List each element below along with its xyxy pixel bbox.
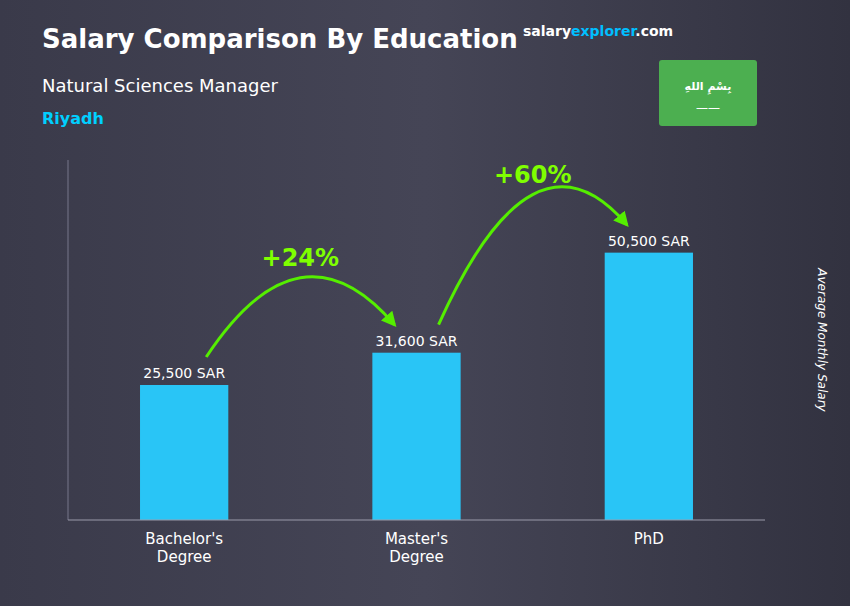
chart-container: Salary Comparison By Education Natural Sc… bbox=[0, 0, 850, 606]
bar bbox=[605, 253, 693, 520]
watermark: salaryexplorer.com bbox=[523, 23, 673, 39]
flag-field bbox=[659, 60, 757, 126]
subtitle: Natural Sciences Manager bbox=[42, 75, 278, 96]
subtitle: Riyadh bbox=[42, 109, 104, 128]
data-label: 50,500 SAR bbox=[608, 233, 690, 249]
title: Salary Comparison By Education bbox=[42, 24, 518, 54]
data-label: 31,600 SAR bbox=[376, 333, 458, 349]
annotations: +24% +60% bbox=[206, 161, 627, 357]
increase-arrow bbox=[206, 277, 394, 357]
annotation: +60% bbox=[494, 161, 572, 189]
chart-svg: Salary Comparison By Education Natural Sc… bbox=[0, 0, 850, 606]
x-tick-label: Master'sDegree bbox=[385, 530, 448, 566]
background bbox=[0, 0, 850, 606]
annotation: +24% bbox=[262, 244, 340, 272]
x-axis-line bbox=[68, 520, 765, 521]
x-tick-label: PhD bbox=[634, 530, 664, 548]
bar bbox=[140, 385, 228, 520]
x-tick-label: Bachelor'sDegree bbox=[145, 530, 223, 566]
y-axis-label: Average Monthly Salary bbox=[815, 267, 829, 412]
watermark-part: .com bbox=[635, 23, 673, 39]
watermark-part: explorer bbox=[571, 23, 637, 39]
data-label: 25,500 SAR bbox=[143, 365, 225, 381]
bars bbox=[140, 253, 693, 520]
watermark-part: salary bbox=[523, 23, 571, 39]
increase-arrow bbox=[439, 187, 627, 325]
flag: بِسْمِ اللهِ —— bbox=[659, 60, 757, 126]
flag-text: —— bbox=[696, 101, 720, 115]
y-axis-line bbox=[68, 160, 69, 520]
bar bbox=[372, 353, 460, 520]
flag-text: بِسْمِ اللهِ bbox=[685, 80, 732, 95]
